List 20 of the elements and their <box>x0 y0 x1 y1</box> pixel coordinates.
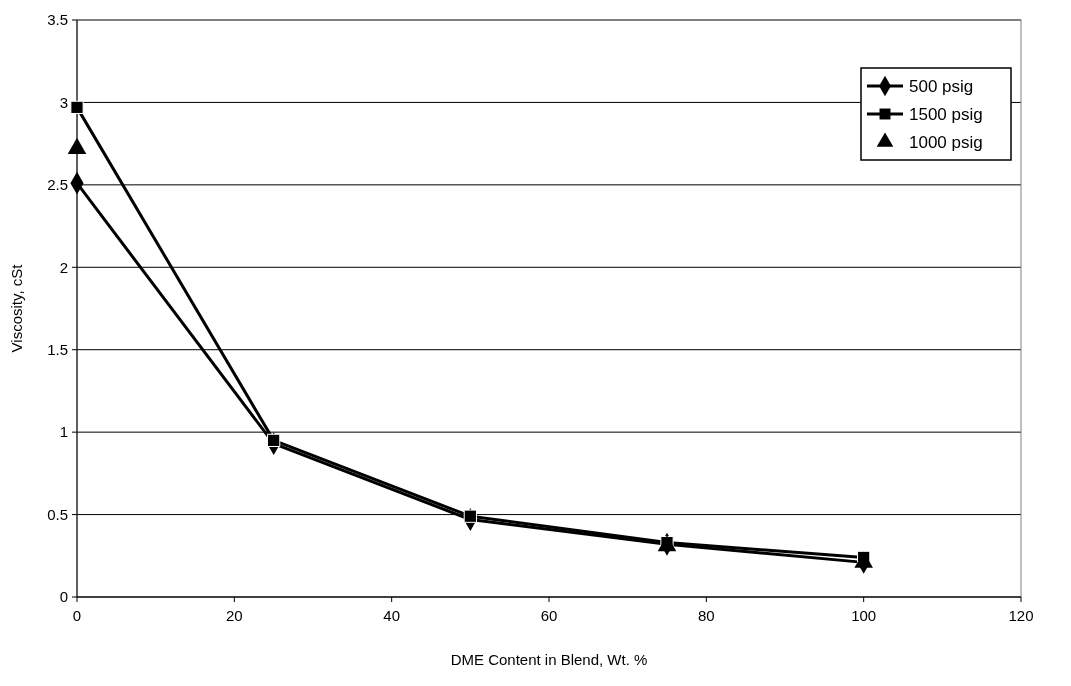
y-tick-label: 1.5 <box>47 340 68 358</box>
x-tick-label: 120 <box>1008 607 1034 624</box>
y-tick-label: 3 <box>59 93 68 111</box>
y-tick-label: 2.5 <box>47 176 68 194</box>
x-tick-label: 100 <box>851 607 877 624</box>
y-tick-label: 2 <box>59 258 68 276</box>
y-tick-label: 1 <box>59 423 68 441</box>
y-axis-title: Viscosity, cSt <box>8 263 25 353</box>
x-axis-title: DME Content in Blend, Wt. % <box>450 651 648 668</box>
x-tick-label: 80 <box>697 607 715 624</box>
x-tick-label: 20 <box>225 607 243 624</box>
x-tick-label: 40 <box>383 607 401 624</box>
y-tick-label: 0 <box>59 588 68 606</box>
x-tick-label: 60 <box>540 607 558 624</box>
legend-label: 1500 psig <box>909 104 983 124</box>
legend-label: 1000 psig <box>909 132 983 152</box>
y-tick-label: 0.5 <box>47 505 68 523</box>
legend-label: 500 psig <box>909 76 974 96</box>
x-tick-label: 0 <box>72 607 82 624</box>
y-tick-label: 3.5 <box>47 11 68 29</box>
